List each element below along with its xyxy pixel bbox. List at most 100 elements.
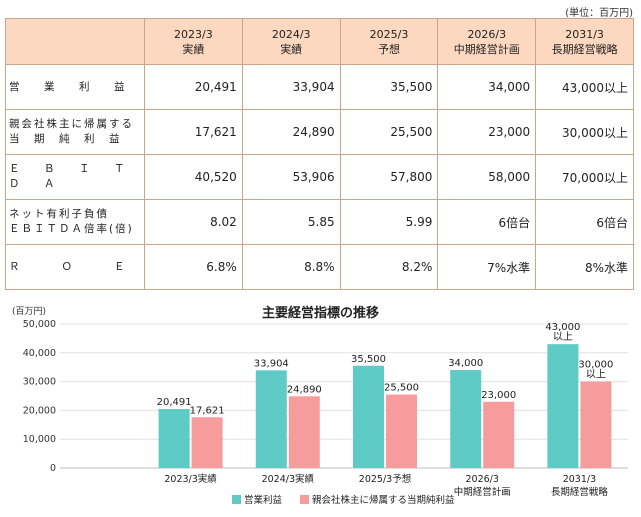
table-header-row: 2023/3 実績 2024/3 実績 2025/3 予想 2026/3 中期経営計画 … <box>5 18 634 65</box>
header-kind: 長期経営戦略 <box>551 42 618 56</box>
x-category-label: 2031/3 <box>563 474 596 485</box>
table-cell: 8.8% <box>241 244 341 290</box>
table-cell: 6.8% <box>144 244 243 290</box>
table-cell: 34,000 <box>437 64 537 110</box>
table-corner-cell <box>5 18 145 65</box>
header-kind: 予想 <box>377 42 400 56</box>
x-category-label: 中期経営計画 <box>454 486 511 498</box>
table-header-cell: 2024/3 実績 <box>241 18 341 65</box>
table-row: Ｒ Ｏ Ｅ 6.8% 8.8% 8.2% 7%水準 8%水準 <box>5 244 634 290</box>
data-label: 34,000 <box>448 358 483 369</box>
x-category-label: 長期経営戦略 <box>551 486 609 498</box>
x-category-label: 2023/3実績 <box>164 473 217 485</box>
data-label: 以上 <box>553 331 573 343</box>
table-cell: 35,500 <box>339 64 439 110</box>
chart-legend: 営業利益 親会社株主に帰属する当期純利益 <box>232 494 455 506</box>
table-cell: 23,000 <box>437 109 537 155</box>
chart-bars <box>158 344 612 468</box>
header-year: 2024/3 <box>271 27 311 41</box>
table-cell: 17,621 <box>144 109 243 155</box>
header-kind: 実績 <box>280 42 303 56</box>
table-cell: 25,500 <box>339 109 439 155</box>
table-cell: 70,000以上 <box>535 154 634 200</box>
bar <box>191 417 223 468</box>
y-tick-label: 20,000 <box>23 405 56 416</box>
data-label: 30,000 <box>578 360 613 371</box>
table-cell: 8%水準 <box>535 244 634 290</box>
data-label: 24,890 <box>287 384 322 395</box>
table-cell: 40,520 <box>144 154 243 200</box>
table-cell: 6倍台 <box>535 199 634 245</box>
bar <box>353 365 384 468</box>
legend-swatch <box>300 495 309 504</box>
bar <box>255 370 287 468</box>
table-row: ネット有利子負債 ＥＢＩＴＤＡ倍率(倍) 8.02 5.85 5.99 6倍台 … <box>5 199 634 245</box>
y-tick-label: 30,000 <box>23 377 56 388</box>
data-label: 23,000 <box>481 390 516 401</box>
bar <box>580 381 612 468</box>
data-label: 25,500 <box>384 383 419 394</box>
data-label: 35,500 <box>351 354 386 365</box>
bar <box>547 344 579 468</box>
table-cell: 33,904 <box>241 64 341 110</box>
header-kind: 中期経営計画 <box>453 42 520 56</box>
row-label: 親会社株主に帰属する 当 期 純 利 益 <box>5 109 145 155</box>
header-year: 2023/3 <box>174 27 213 41</box>
chart-grid: (百万円) 0 10,000 20,000 30,000 40,000 50,000 <box>12 306 628 474</box>
y-tick-label: 10,000 <box>23 434 56 445</box>
bar <box>288 396 320 468</box>
header-year: 2026/3 <box>467 27 507 41</box>
y-tick-label: 0 <box>50 463 56 474</box>
table-cell: 20,491 <box>144 64 243 110</box>
table-cell: 6倍台 <box>437 199 537 245</box>
legend-label: 親会社株主に帰属する当期純利益 <box>312 494 455 506</box>
table-header-cell: 2026/3 中期経営計画 <box>437 18 537 65</box>
table-cell: 58,000 <box>437 154 537 200</box>
data-label: 43,000 <box>545 322 580 333</box>
header-kind: 実績 <box>182 42 205 56</box>
table-cell: 30,000以上 <box>535 109 634 155</box>
row-label: ネット有利子負債 ＥＢＩＴＤＡ倍率(倍) <box>5 199 145 245</box>
bar <box>450 370 482 468</box>
table-cell: 24,890 <box>241 109 341 155</box>
table-cell: 8.02 <box>144 199 243 245</box>
bar <box>483 401 515 468</box>
table-header-cell: 2031/3 長期経営戦略 <box>535 18 634 65</box>
data-label: 17,621 <box>190 405 225 416</box>
legend-label: 営業利益 <box>244 494 283 506</box>
chart-title: 主要経営指標の推移 <box>261 306 379 321</box>
bar-chart: (百万円) 0 10,000 20,000 30,000 40,000 50,000 20,… <box>12 306 628 506</box>
x-category-label: 2026/3 <box>465 474 498 485</box>
unit-note: (単位：百万円) <box>565 8 633 19</box>
table-cell: 57,800 <box>339 154 439 200</box>
table-row: Ｅ Ｂ Ｉ Ｔ Ｄ Ａ 40,520 53,906 57,800 58,000 … <box>5 154 634 200</box>
header-year: 2031/3 <box>565 27 604 41</box>
y-axis-unit: (百万円) <box>12 306 46 317</box>
table-row: 営 業 利 益 20,491 33,904 35,500 34,000 43,0… <box>5 64 634 110</box>
table-cell: 5.85 <box>241 199 341 245</box>
table-cell: 53,906 <box>241 154 341 200</box>
y-tick-label: 40,000 <box>23 348 56 359</box>
table-cell: 7%水準 <box>437 244 537 290</box>
table-header-cell: 2025/3 予想 <box>339 18 439 65</box>
row-label: Ｅ Ｂ Ｉ Ｔ Ｄ Ａ <box>5 154 145 200</box>
data-label: 以上 <box>586 369 606 381</box>
legend-swatch <box>232 495 241 504</box>
x-category-label: 2025/3予想 <box>359 473 412 485</box>
table-row: 親会社株主に帰属する 当 期 純 利 益 17,621 24,890 25,50… <box>5 109 634 155</box>
table-header-cell: 2023/3 実績 <box>144 18 243 65</box>
table-cell: 8.2% <box>339 244 439 290</box>
table-cell: 5.99 <box>339 199 439 245</box>
row-label: 営 業 利 益 <box>5 64 145 110</box>
data-label: 33,904 <box>254 358 289 369</box>
data-label: 20,491 <box>157 397 192 408</box>
row-label: Ｒ Ｏ Ｅ <box>5 244 145 290</box>
kpi-table: 2023/3 実績 2024/3 実績 2025/3 予想 2026/3 中期経営計画 … <box>5 18 634 290</box>
table-cell: 43,000以上 <box>535 64 634 110</box>
y-tick-label: 50,000 <box>23 319 56 330</box>
bar <box>158 408 190 468</box>
header-year: 2025/3 <box>369 27 409 41</box>
x-category-label: 2024/3実績 <box>262 473 315 485</box>
